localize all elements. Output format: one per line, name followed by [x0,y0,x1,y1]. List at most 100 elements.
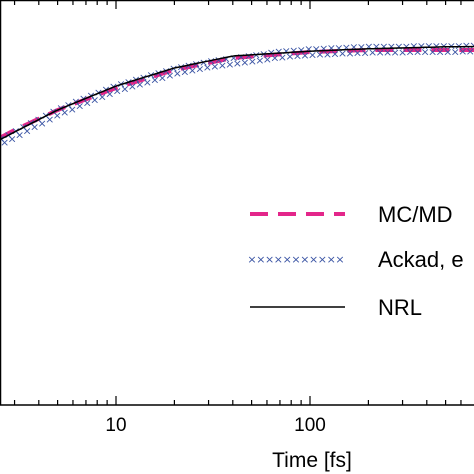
data-point: × [323,48,332,61]
data-point: × [282,45,291,58]
x-tick-label: 10 [105,415,126,436]
data-point: × [60,106,69,119]
data-point: × [451,45,460,58]
data-point: × [233,57,242,70]
data-point: × [30,121,39,134]
data-point: × [270,52,279,65]
data-point: × [357,40,366,53]
legend-item-mcmd: MC/MD [250,202,453,227]
data-point: × [240,56,249,69]
legend-marker: × [291,253,300,266]
data-point: × [454,39,463,52]
data-point: × [349,41,358,54]
data-point: × [304,43,313,56]
data-point: × [285,50,294,63]
data-point: × [420,46,429,59]
data-point: × [372,40,381,53]
data-point: × [360,46,369,59]
data-point: × [236,51,245,64]
data-point: × [319,42,328,55]
data-point: × [428,46,437,59]
data-point: × [308,49,317,62]
data-point: × [15,128,24,141]
data-point: × [435,46,444,59]
data-point: × [439,39,448,52]
x-tick-label: 100 [294,415,326,436]
legend-item-ackad: × × × × × × × × × × × Ackad, e [247,247,463,272]
data-point: × [278,51,287,64]
data-point: × [379,40,388,53]
data-point: × [274,45,283,58]
data-point: × [387,40,396,53]
legend-label: Ackad, e [378,247,464,272]
data-point: × [105,88,114,101]
data-point: × [90,94,99,107]
data-point: × [297,43,306,56]
data-point: × [409,40,418,53]
data-point: × [330,47,339,60]
data-point: × [225,58,234,71]
data-point: × [68,103,77,116]
data-point: × [135,78,144,91]
data-point: × [342,41,351,54]
data-point: × [394,40,403,53]
data-point: × [203,61,212,74]
legend-marker: × [265,253,274,266]
data-point: × [255,54,264,67]
data-point: × [214,54,223,67]
series-nrl-line [1,45,474,141]
data-point: × [37,117,46,130]
data-point: × [405,46,414,59]
data-point: × [364,40,373,53]
plot-area: ××××××××××××××××××××××××××××××××××××××××… [0,39,474,153]
series-mcmd-line [1,48,474,140]
data-point: × [334,41,343,54]
data-point: × [447,39,456,52]
data-point: × [267,46,276,59]
data-point: × [424,40,433,53]
data-point: × [248,55,257,68]
data-point: × [0,140,2,153]
legend-marker: × [300,253,309,266]
data-point: × [188,64,197,77]
data-point: × [218,59,227,72]
data-point: × [413,46,422,59]
data-point: × [0,136,9,149]
data-point: × [244,49,253,62]
data-point: × [158,71,167,84]
data-point: × [375,46,384,59]
data-point: × [195,63,204,76]
data-point: × [210,60,219,73]
data-point: × [466,45,474,58]
legend-marker: × [283,253,292,266]
data-point: × [53,109,62,122]
legend-label: MC/MD [378,202,453,227]
data-point: × [120,82,129,95]
data-point: × [327,42,336,55]
data-point: × [165,69,174,82]
data-point: × [221,53,230,66]
legend-marker: × [274,253,283,266]
data-point: × [229,52,238,65]
legend-marker: × [256,253,265,266]
legend-label: NRL [378,295,422,320]
legend-item-nrl: NRL [250,295,422,320]
data-point: × [417,40,426,53]
data-point: × [469,39,474,52]
data-point: × [338,47,347,60]
data-point: × [432,40,441,53]
legend-marker: × [327,253,336,266]
data-point: × [98,91,107,104]
data-point: × [263,53,272,66]
data-point: × [462,39,471,52]
data-point: × [390,46,399,59]
data-point: × [180,66,189,79]
data-point: × [312,42,321,55]
data-point: × [289,44,298,57]
data-point: × [7,132,16,145]
data-point: × [383,46,392,59]
legend-marker: × [318,253,327,266]
